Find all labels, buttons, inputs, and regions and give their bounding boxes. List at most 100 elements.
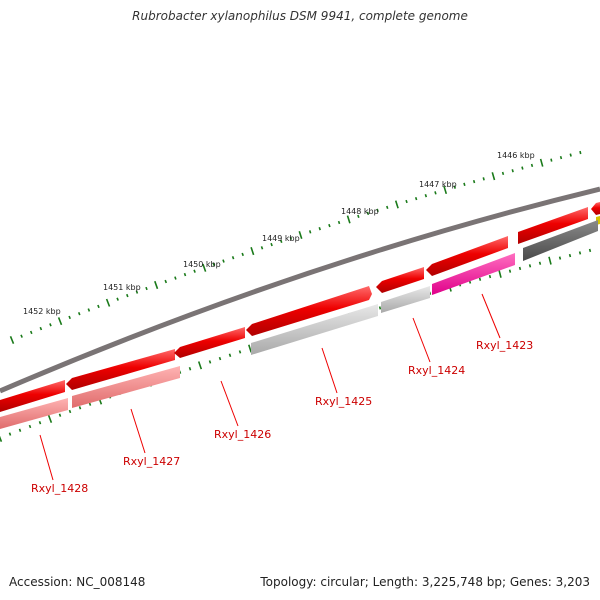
scale-minor-tick [218,356,222,361]
scale-minor-tick [405,199,408,204]
reverse-strand-genes [0,220,598,429]
scale-minor-tick [559,155,563,160]
scale-minor-tick [578,251,582,255]
gene-arrow[interactable] [518,207,588,244]
scale-minor-tick [188,367,192,371]
scale-minor-tick [378,306,382,310]
scale-labels: 1446 kbp 1447 kbp 1448 kbp 1449 kbp 1450… [23,151,535,316]
gene-label[interactable]: Rxyl_1425 [315,395,372,408]
scale-major-tick [202,263,207,272]
scale-minor-tick [472,179,476,184]
scale-minor-tick [328,223,331,228]
scale-major-tick [154,280,159,290]
scale-minor-tick [68,409,72,414]
scale-minor-tick [241,252,244,257]
scale-minor-tick [463,182,466,187]
gene-label[interactable]: Rxyl_1424 [408,364,465,377]
scale-major-tick [197,361,203,370]
scale-minor-tick [212,262,216,267]
scale-label: 1447 kbp [419,180,457,189]
scale-minor-tick [231,256,235,260]
gene-arrow[interactable] [246,286,372,336]
gene-arrow[interactable] [381,286,430,313]
scale-minor-tick [222,259,225,263]
scale-major-tick [443,185,448,195]
scale-minor-tick [337,220,341,225]
scale-minor-tick [528,264,532,268]
scale-major-tick [298,230,303,240]
gene-arrow[interactable] [432,253,515,295]
gene-arrow[interactable] [66,349,175,390]
scale-major-tick [0,435,3,442]
gene-arrow[interactable] [591,202,600,215]
leader-line [220,380,239,427]
scale-minor-tick [558,256,562,260]
accession-text: Accession: NC_008148 [9,575,146,589]
scale-minor-tick [174,276,177,280]
scale-minor-tick [97,304,100,309]
scale-minor-tick [49,323,52,327]
scale-label: 1451 kbp [103,283,141,292]
scale-major-tick [57,317,63,326]
scale-minor-tick [68,315,71,320]
scale-minor-tick [588,248,592,253]
scale-minor-tick [569,153,572,157]
scale-minor-tick [116,297,119,301]
scale-minor-tick [453,185,456,189]
scale-minor-tick [145,286,148,291]
scale-minor-tick [238,350,242,354]
scale-minor-tick [18,428,22,432]
scale-minor-tick [289,236,293,240]
scale-minor-tick [77,312,81,316]
gene-label-leaders [39,293,501,481]
scale-minor-tick [28,424,32,429]
scale-major-tick [539,158,544,167]
leader-line [39,434,54,481]
gene-arrow[interactable] [376,267,424,293]
topology-summary: Topology: circular; Length: 3,225,748 bp… [260,575,590,589]
gene-arrow[interactable] [251,304,378,355]
scale-minor-tick [193,269,196,273]
scale-major-tick [491,172,496,181]
scale-minor-tick [280,239,283,244]
scale-major-tick [248,344,252,353]
gene-arrow[interactable] [72,366,180,408]
scale-minor-tick [538,261,542,265]
gene-label[interactable]: Rxyl_1426 [214,428,271,441]
scale-major-tick [9,335,15,345]
scale-minor-tick [228,353,232,357]
forward-strand-genes [0,202,600,412]
scale-minor-tick [521,166,524,170]
scale-label: 1449 kbp [262,234,300,243]
scale-minor-tick [579,150,582,155]
gene-arrow[interactable] [523,220,598,261]
map-title: Rubrobacter xylanophilus DSM 9941, compl… [132,9,468,23]
gene-arrow[interactable] [0,380,65,412]
gene-label[interactable]: Rxyl_1428 [31,482,88,495]
scale-minor-tick [424,194,428,198]
scale-minor-tick [38,421,42,425]
gene-arrow[interactable] [426,236,508,276]
scale-minor-tick [208,360,212,364]
gene-label[interactable]: Rxyl_1423 [476,339,533,352]
scale-label: 1446 kbp [497,151,535,160]
leader-line [412,317,431,363]
scale-minor-tick [511,169,514,173]
scale-major-tick [498,269,502,278]
scale-minor-tick [488,274,492,279]
gene-arrow[interactable] [174,327,245,358]
scale-minor-tick [366,211,370,216]
scale-minor-tick [87,308,91,312]
scale-minor-tick [20,334,23,338]
leader-line [321,347,338,394]
scale-minor-tick [126,293,129,298]
scale-minor-tick [386,205,389,210]
scale-minor-tick [88,402,92,406]
gene-label[interactable]: Rxyl_1427 [123,455,180,468]
scale-minor-tick [29,330,33,335]
gene-arrow[interactable] [0,398,68,429]
scale-minor-tick [568,253,572,258]
scale-minor-tick [478,277,482,281]
gene-labels: Rxyl_1423 Rxyl_1424 Rxyl_1425 Rxyl_1426 … [31,339,533,495]
